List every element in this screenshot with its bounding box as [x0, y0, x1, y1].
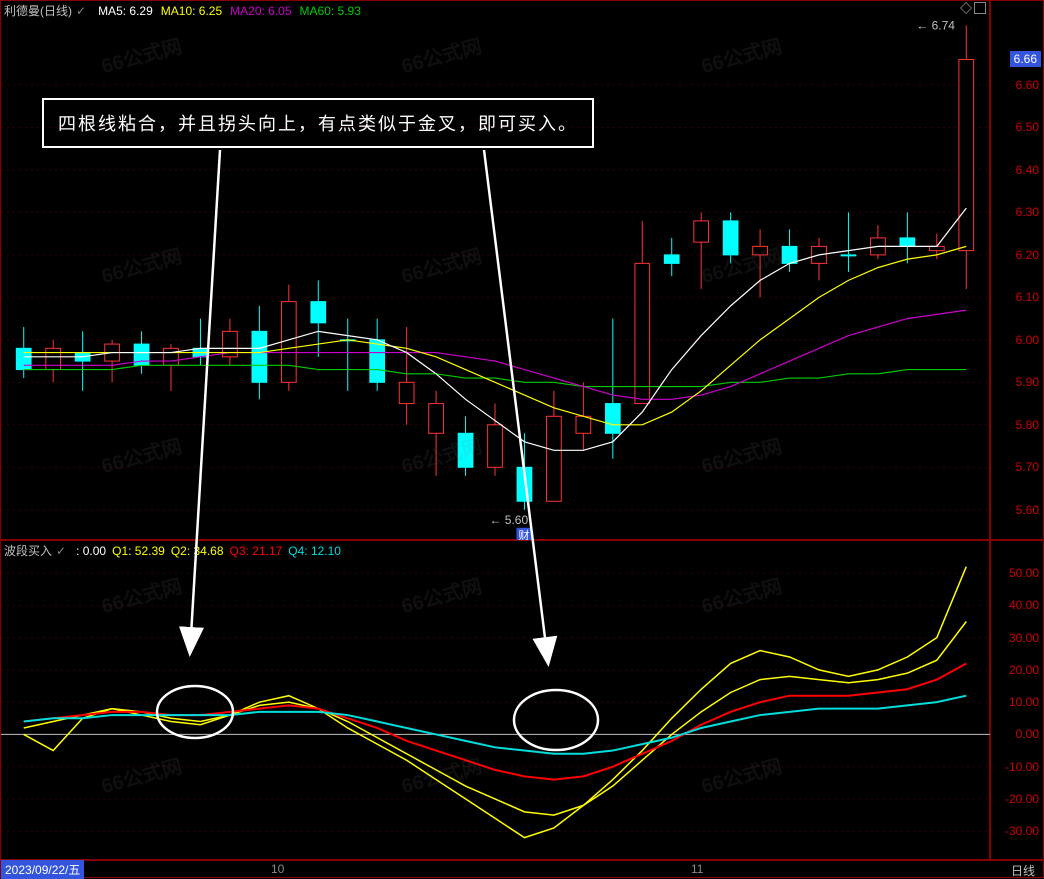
yaxis-tick: 5.90 — [1016, 375, 1039, 389]
yaxis-tick: 6.10 — [1016, 290, 1039, 304]
main-yaxis: 6.60 6.50 6.40 6.30 6.20 6.10 6.00 5.90 5.80 5.70… — [990, 0, 1044, 540]
indicator-chart[interactable] — [0, 540, 990, 860]
yaxis-tick: 6.40 — [1016, 163, 1039, 177]
indicator-label: Q2: 34.68 — [171, 544, 224, 558]
stock-chart-container: ← 6.74← 5.60财 6.606.506.406.306.206.106.… — [0, 0, 1044, 878]
main-chart-header: 利德曼(日线) ✓ MA5: 6.29 MA10: 6.25 MA20: 6.05 M… — [4, 2, 361, 19]
check-icon: ✓ — [56, 544, 66, 558]
yaxis-tick: 6.50 — [1016, 120, 1039, 134]
yaxis-tick: 6.00 — [1016, 333, 1039, 347]
ma-label: MA10: 6.25 — [161, 4, 222, 18]
xaxis-tick: 11 — [691, 862, 703, 876]
sub-yaxis-tick: 20.00 — [1009, 663, 1039, 677]
sub-yaxis-tick: 50.00 — [1009, 566, 1039, 580]
diamond-icon[interactable] — [960, 2, 972, 14]
last-price-badge: 6.66 — [1010, 51, 1041, 67]
ma-label: MA20: 6.05 — [230, 4, 291, 18]
yaxis-tick: 5.80 — [1016, 418, 1039, 432]
chart-toolbar-icons — [960, 2, 986, 14]
sub-chart-header: 波段买入 ✓ : 0.00 Q1: 52.39 Q2: 34.68 Q3: 21.17… — [4, 542, 341, 559]
sub-yaxis-tick: 30.00 — [1009, 631, 1039, 645]
annotation-text-box: 四根线粘合，并且拐头向上，有点类似于金叉，即可买入。 — [42, 98, 594, 148]
time-axis: 2023/09/22/五 10 11 日线 — [0, 860, 1044, 878]
xaxis-mode-label: 日线 — [1011, 862, 1035, 879]
svg-text:财: 财 — [518, 528, 529, 541]
indicator-title: 波段买入 — [4, 542, 52, 559]
indicator-label: Q4: 12.10 — [288, 544, 341, 558]
indicator-label: : 0.00 — [76, 544, 106, 558]
main-chart-svg: ← 6.74 ← 5.60财 — [1, 1, 991, 541]
sub-yaxis-tick: -30.00 — [1005, 824, 1039, 838]
stock-title: 利德曼(日线) — [4, 2, 72, 19]
sub-yaxis-tick: -20.00 — [1005, 792, 1039, 806]
sub-yaxis-tick: 10.00 — [1009, 695, 1039, 709]
indicator-label: Q3: 21.17 — [230, 544, 283, 558]
xaxis-tick: 10 — [271, 862, 284, 876]
square-icon[interactable] — [974, 2, 986, 14]
sub-yaxis-tick: 0.00 — [1016, 727, 1039, 741]
sub-yaxis: 50.00 40.00 30.00 20.00 10.00 0.00 -10.00 -20.0… — [990, 540, 1044, 860]
svg-text:← 5.60: ← 5.60 — [489, 513, 528, 527]
yaxis-tick: 6.60 — [1016, 78, 1039, 92]
indicator-label: Q1: 52.39 — [112, 544, 165, 558]
sub-yaxis-tick: 40.00 — [1009, 598, 1039, 612]
annotation-text: 四根线粘合，并且拐头向上，有点类似于金叉，即可买入。 — [58, 114, 578, 134]
yaxis-tick: 5.60 — [1016, 503, 1039, 517]
yaxis-tick: 5.70 — [1016, 460, 1039, 474]
ma-label: MA60: 5.93 — [300, 4, 361, 18]
sub-yaxis-tick: -10.00 — [1005, 760, 1039, 774]
svg-text:← 6.74: ← 6.74 — [916, 18, 955, 32]
yaxis-tick: 6.20 — [1016, 248, 1039, 262]
main-price-chart[interactable]: ← 6.74 ← 5.60财 — [0, 0, 990, 540]
check-icon: ✓ — [76, 4, 86, 18]
sub-chart-svg — [1, 541, 991, 861]
yaxis-tick: 6.30 — [1016, 205, 1039, 219]
ma-label: MA5: 6.29 — [98, 4, 153, 18]
current-date-label: 2023/09/22/五 — [1, 860, 84, 879]
